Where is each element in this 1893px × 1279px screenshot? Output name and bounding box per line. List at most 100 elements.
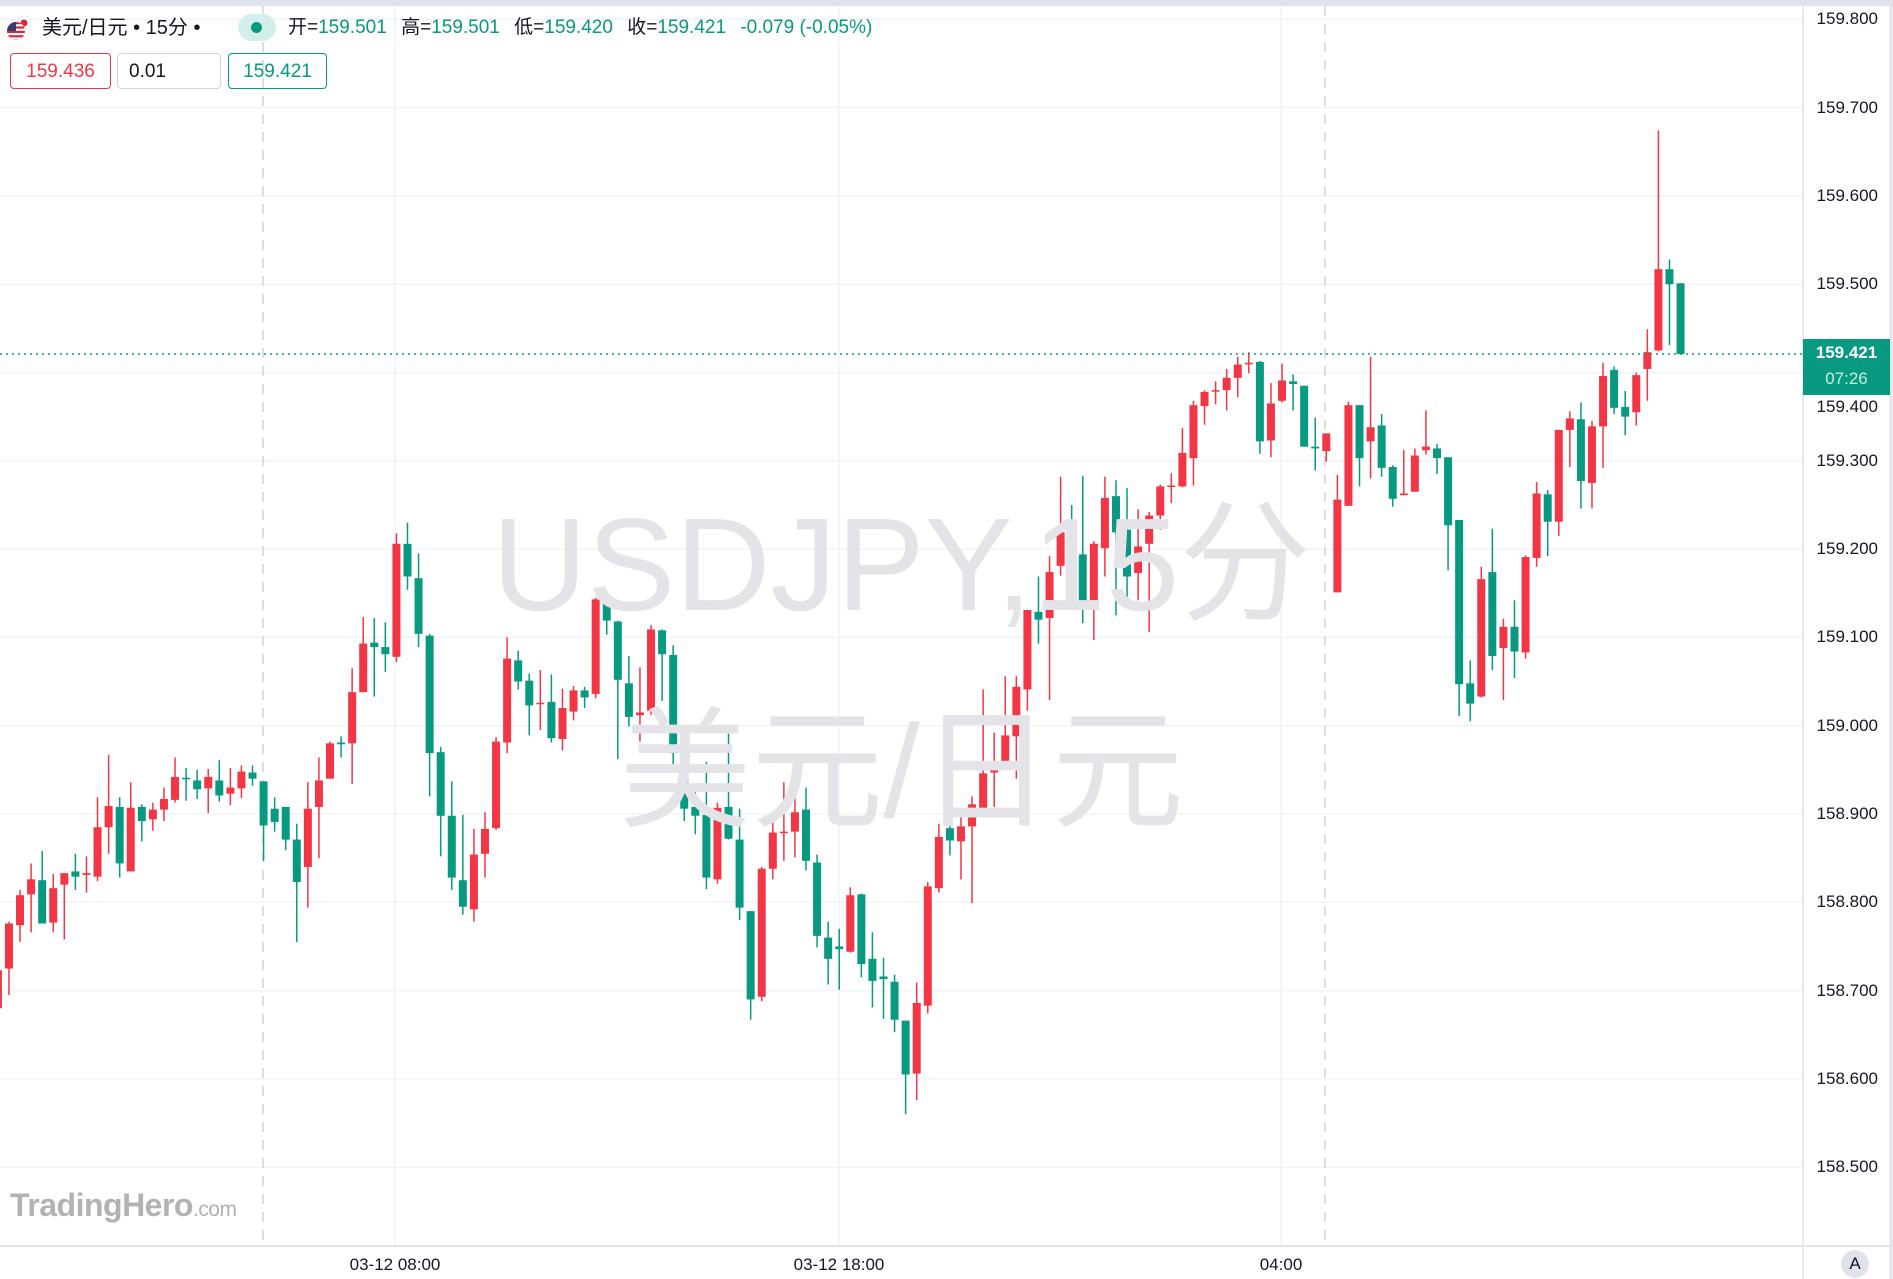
quantity-input[interactable]: 0.01 bbox=[117, 53, 221, 89]
candle[interactable] bbox=[680, 745, 689, 822]
candle[interactable] bbox=[923, 881, 932, 1014]
candle[interactable] bbox=[1123, 488, 1132, 605]
candle[interactable] bbox=[1499, 618, 1508, 701]
candle[interactable] bbox=[359, 617, 368, 693]
candle[interactable] bbox=[1244, 352, 1253, 374]
candle[interactable] bbox=[93, 797, 102, 882]
candle[interactable] bbox=[956, 816, 965, 880]
candle[interactable] bbox=[912, 982, 921, 1101]
candle[interactable] bbox=[1012, 676, 1021, 779]
candle[interactable] bbox=[1089, 541, 1098, 641]
candle[interactable] bbox=[1045, 556, 1054, 701]
candle[interactable] bbox=[1532, 481, 1541, 567]
candle[interactable] bbox=[890, 974, 899, 1033]
candle[interactable] bbox=[126, 782, 135, 872]
candle[interactable] bbox=[1543, 489, 1552, 557]
candle[interactable] bbox=[1455, 519, 1464, 716]
candle[interactable] bbox=[204, 768, 213, 814]
candle[interactable] bbox=[779, 782, 788, 861]
candle[interactable] bbox=[82, 856, 91, 893]
candle[interactable] bbox=[447, 781, 456, 890]
candle[interactable] bbox=[1145, 512, 1154, 633]
symbol-title[interactable]: 美元/日元 • 15分 • bbox=[42, 17, 201, 39]
candle[interactable] bbox=[1233, 356, 1242, 398]
candle[interactable] bbox=[1521, 555, 1530, 659]
candle[interactable] bbox=[137, 804, 146, 842]
candle[interactable] bbox=[1565, 411, 1574, 467]
candle[interactable] bbox=[735, 808, 744, 920]
candle[interactable] bbox=[480, 812, 489, 878]
candle[interactable] bbox=[1643, 329, 1652, 401]
candle[interactable] bbox=[436, 746, 445, 857]
candle[interactable] bbox=[647, 625, 656, 716]
candle[interactable] bbox=[159, 787, 168, 822]
candle[interactable] bbox=[1078, 475, 1087, 624]
candle[interactable] bbox=[547, 674, 556, 743]
candle[interactable] bbox=[1023, 610, 1032, 711]
candle[interactable] bbox=[879, 957, 888, 1019]
candle[interactable] bbox=[458, 814, 467, 915]
candle[interactable] bbox=[624, 655, 633, 727]
candle[interactable] bbox=[1377, 414, 1386, 477]
candle[interactable] bbox=[348, 668, 357, 784]
candle[interactable] bbox=[1632, 372, 1641, 426]
candle[interactable] bbox=[1067, 504, 1076, 568]
candle[interactable] bbox=[536, 670, 545, 731]
candle[interactable] bbox=[702, 761, 711, 890]
candle[interactable] bbox=[1278, 363, 1287, 403]
candle[interactable] bbox=[425, 633, 434, 797]
candle[interactable] bbox=[503, 637, 512, 754]
sell-button[interactable]: 159.436 bbox=[10, 53, 111, 89]
candle[interactable] bbox=[857, 893, 866, 978]
candle[interactable] bbox=[580, 686, 589, 709]
candle[interactable] bbox=[71, 853, 80, 890]
candle[interactable] bbox=[292, 823, 301, 943]
candle[interactable] bbox=[525, 673, 534, 736]
candle[interactable] bbox=[1676, 283, 1685, 355]
candle[interactable] bbox=[104, 754, 113, 854]
candle[interactable] bbox=[802, 787, 811, 871]
candle[interactable] bbox=[414, 553, 423, 648]
candle[interactable] bbox=[591, 597, 600, 699]
candle[interactable] bbox=[569, 685, 578, 721]
candle[interactable] bbox=[1488, 528, 1497, 671]
candle[interactable] bbox=[248, 765, 257, 786]
candle[interactable] bbox=[0, 970, 2, 1017]
candle[interactable] bbox=[1056, 476, 1065, 576]
candle[interactable] bbox=[602, 594, 611, 635]
candle[interactable] bbox=[1466, 660, 1475, 722]
candle[interactable] bbox=[4, 921, 13, 996]
candle[interactable] bbox=[237, 765, 246, 799]
candle[interactable] bbox=[381, 622, 390, 672]
candle[interactable] bbox=[1100, 476, 1109, 577]
candle[interactable] bbox=[658, 629, 667, 701]
candle[interactable] bbox=[403, 522, 412, 590]
candle[interactable] bbox=[1610, 366, 1619, 415]
candle[interactable] bbox=[1134, 509, 1143, 601]
candle[interactable] bbox=[171, 757, 180, 803]
candle[interactable] bbox=[1311, 417, 1320, 471]
candle[interactable] bbox=[990, 732, 999, 807]
candle[interactable] bbox=[1477, 566, 1486, 698]
candle[interactable] bbox=[1200, 390, 1209, 425]
candle[interactable] bbox=[49, 874, 58, 933]
auto-scale-button[interactable]: A bbox=[1841, 1250, 1869, 1278]
candle[interactable] bbox=[1266, 383, 1275, 458]
candle[interactable] bbox=[746, 911, 755, 1020]
candle[interactable] bbox=[1599, 362, 1608, 468]
candle[interactable] bbox=[1554, 429, 1563, 536]
candle[interactable] bbox=[182, 768, 191, 801]
candle[interactable] bbox=[514, 650, 523, 690]
candle[interactable] bbox=[1421, 410, 1430, 455]
candle[interactable] bbox=[768, 816, 777, 880]
candle[interactable] bbox=[901, 1020, 910, 1115]
candle[interactable] bbox=[1510, 600, 1519, 679]
candle[interactable] bbox=[979, 689, 988, 811]
candle[interactable] bbox=[1344, 401, 1353, 506]
candle[interactable] bbox=[945, 791, 954, 856]
candle[interactable] bbox=[1587, 421, 1596, 509]
candle[interactable] bbox=[193, 769, 202, 799]
candle[interactable] bbox=[492, 737, 501, 830]
candle[interactable] bbox=[713, 802, 722, 884]
